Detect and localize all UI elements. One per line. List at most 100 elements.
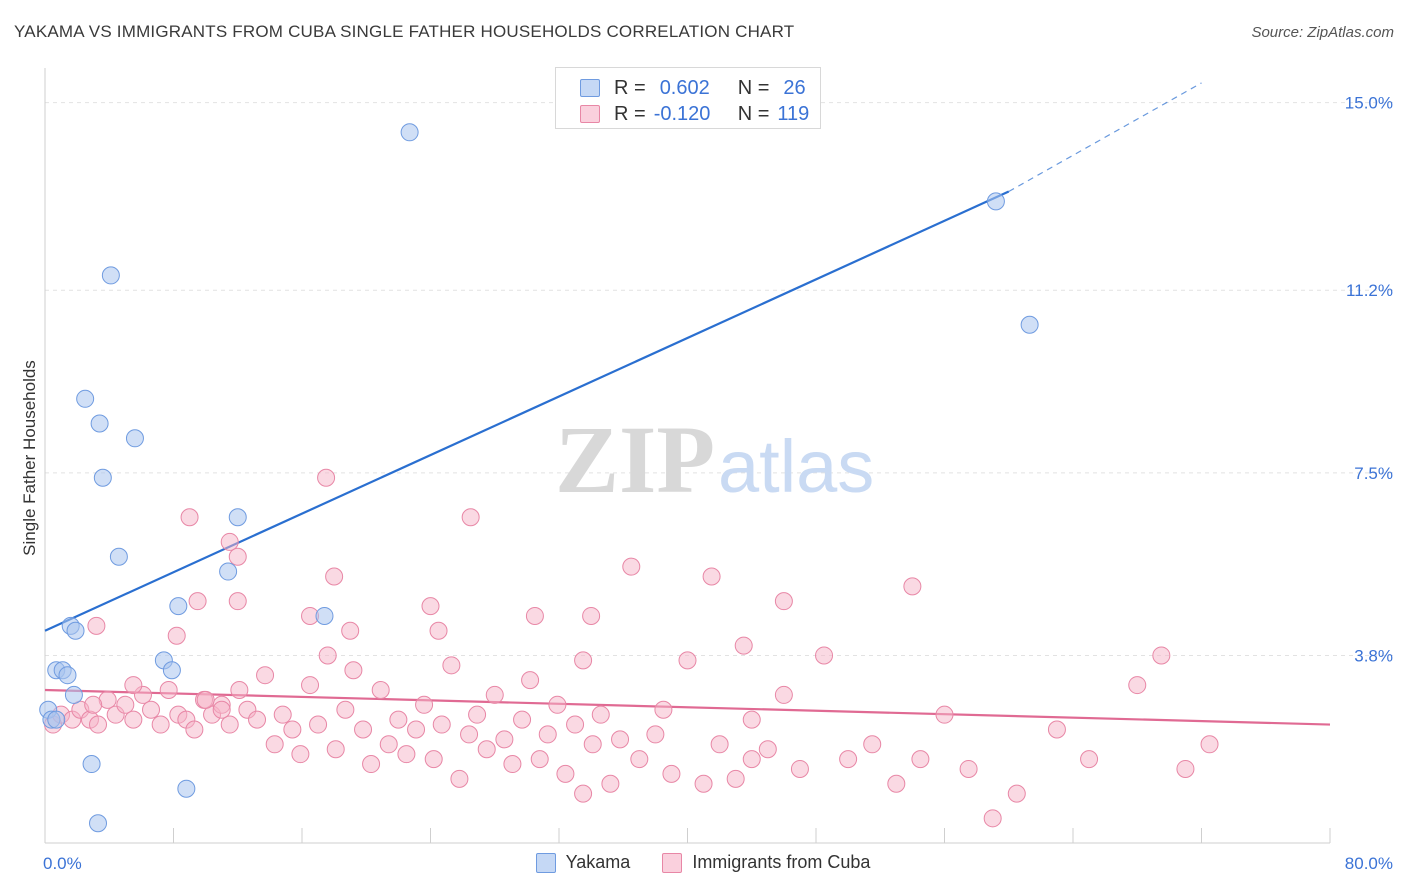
cuba-point — [485, 685, 504, 704]
cuba-point — [429, 621, 448, 640]
cuba-point — [911, 750, 930, 769]
yakama-point — [109, 547, 128, 566]
cuba-point — [495, 730, 514, 749]
cuba-point — [530, 750, 549, 769]
cuba-point — [863, 735, 882, 754]
cuba-point — [774, 685, 793, 704]
cuba-point — [317, 468, 336, 487]
data-points — [39, 123, 1219, 833]
cuba-point — [678, 651, 697, 670]
cuba-point — [702, 567, 721, 586]
cuba-point — [774, 592, 793, 611]
cuba-point — [742, 710, 761, 729]
legend-item-cuba[interactable]: Immigrants from Cuba — [662, 852, 870, 873]
cuba-point — [630, 750, 649, 769]
legend-row-yakama: R = 0.602 N = 26 — [556, 75, 806, 101]
yakama-trendline-extension — [1008, 82, 1202, 193]
legend-row-cuba: R = -0.120 N = 119 — [556, 101, 809, 127]
cuba-point — [935, 705, 954, 724]
y-tick-label: 11.2% — [1346, 281, 1393, 300]
cuba-point — [1080, 750, 1099, 769]
cuba-point — [460, 725, 479, 744]
cuba-point — [362, 755, 381, 774]
yakama-point — [82, 755, 101, 774]
cuba-point — [442, 656, 461, 675]
cuba-point — [710, 735, 729, 754]
y-tick-label: 7.5% — [1354, 464, 1393, 483]
cuba-point — [566, 715, 585, 734]
yakama-point — [219, 562, 238, 581]
cuba-point — [513, 710, 532, 729]
chart-title: YAKAMA VS IMMIGRANTS FROM CUBA SINGLE FA… — [14, 22, 795, 41]
cuba-point — [415, 695, 434, 714]
cuba-point — [228, 547, 247, 566]
cuba-point — [325, 567, 344, 586]
cuba-point — [1200, 735, 1219, 754]
yakama-point — [64, 685, 83, 704]
watermark-zip: ZIP — [555, 406, 715, 513]
yakama-point — [76, 389, 95, 408]
cuba-point — [371, 681, 390, 699]
cuba-point — [574, 784, 593, 803]
cuba-point — [291, 745, 310, 764]
cuba-point — [265, 735, 284, 754]
cuba-point — [220, 532, 239, 551]
cuba-point — [583, 735, 602, 754]
n-label: N = — [737, 102, 770, 125]
yakama-point — [101, 266, 120, 285]
cuba-point — [548, 695, 567, 714]
cuba-point — [228, 592, 247, 611]
cuba-point — [151, 715, 170, 734]
cuba-point — [694, 774, 713, 793]
cuba-point — [1128, 676, 1147, 695]
cuba-point — [309, 715, 328, 734]
y-tick-label: 3.8% — [1354, 646, 1393, 665]
cuba-point — [116, 695, 135, 714]
yakama-point — [58, 666, 77, 685]
cuba-point — [574, 651, 593, 670]
cuba-swatch — [662, 852, 683, 873]
cuba-point — [248, 710, 267, 729]
cuba-point — [611, 730, 630, 749]
cuba-point — [538, 725, 557, 744]
legend-item-yakama[interactable]: Yakama — [535, 852, 630, 873]
cuba-point — [790, 759, 809, 778]
cuba-point — [124, 710, 143, 729]
cuba-point — [1047, 720, 1066, 739]
trendlines — [44, 82, 1331, 726]
cuba-point — [983, 809, 1002, 828]
cuba-point — [301, 676, 320, 695]
x-tick-label: 0.0% — [43, 854, 82, 873]
n-label: N = — [737, 76, 770, 99]
cuba-point — [959, 759, 978, 778]
r-label: R = — [614, 102, 646, 125]
series-legend: Yakama Immigrants from Cuba — [0, 852, 1406, 873]
cuba-point — [461, 508, 480, 527]
yakama-point — [986, 192, 1005, 211]
cuba-point — [662, 764, 681, 783]
n-value: 26 — [783, 76, 806, 99]
watermark-atlas: atlas — [718, 425, 874, 508]
grid-lines — [45, 102, 1395, 656]
tick-labels: 3.8% 7.5% 11.2% 15.0% 0.0% 80.0% — [43, 94, 1393, 873]
yakama-point — [169, 597, 188, 616]
cuba-point — [389, 710, 408, 729]
yakama-point — [66, 621, 85, 640]
cuba-point — [887, 774, 906, 793]
cuba-point — [185, 720, 204, 739]
yakama-swatch — [580, 79, 600, 97]
cuba-point — [468, 705, 487, 724]
cuba-point — [815, 646, 834, 665]
cuba-point — [230, 681, 249, 699]
cuba-point — [1007, 784, 1026, 803]
y-tick-label: 15.0% — [1345, 94, 1393, 113]
yakama-point — [47, 710, 66, 729]
cuba-trendline — [44, 688, 1331, 726]
cuba-point — [726, 769, 745, 788]
cuba-point — [591, 705, 610, 724]
cuba-point — [556, 764, 575, 783]
cuba-point — [1152, 646, 1171, 665]
r-value: 0.602 — [659, 76, 710, 99]
r-value: -0.120 — [653, 102, 711, 125]
cuba-point — [521, 671, 540, 690]
